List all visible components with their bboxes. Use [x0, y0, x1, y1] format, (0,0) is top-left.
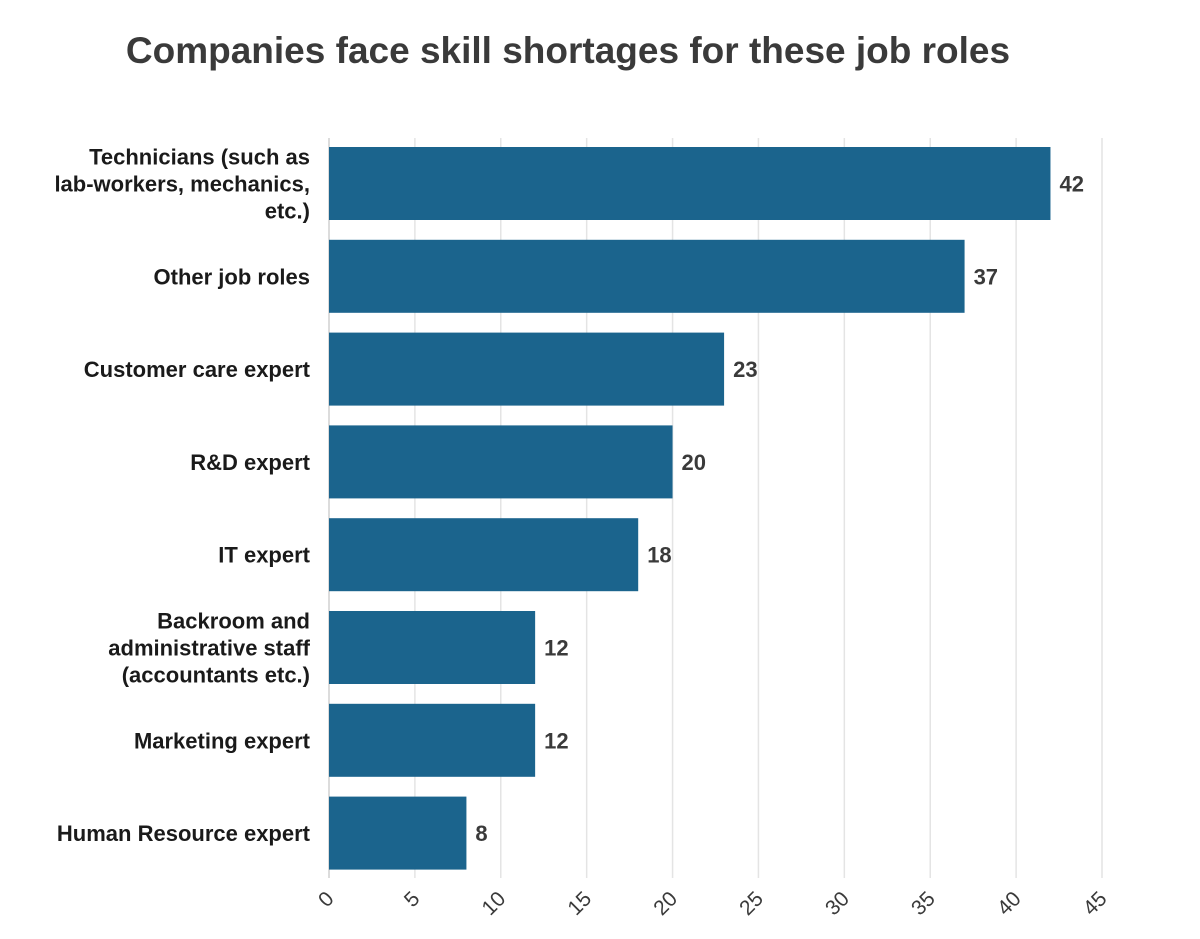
bars	[329, 147, 1051, 870]
category-label: IT expert	[218, 543, 310, 568]
x-tick-label: 40	[993, 887, 1026, 920]
value-label: 12	[544, 728, 568, 753]
category-label: Marketing expert	[134, 728, 311, 753]
bar	[329, 796, 467, 870]
category-label-line: Technicians (such as	[89, 145, 310, 170]
value-label: 20	[682, 450, 706, 475]
category-label-line: Backroom and	[157, 609, 310, 634]
x-tick-label: 25	[735, 887, 768, 920]
x-tick-label: 20	[649, 887, 682, 920]
category-label-line: lab-workers, mechanics,	[54, 172, 310, 197]
bar	[329, 332, 725, 406]
x-tick-label: 35	[907, 887, 940, 920]
category-label-line: Customer care expert	[84, 357, 311, 382]
category-label-line: Marketing expert	[134, 728, 311, 753]
bar	[329, 611, 536, 684]
bar	[329, 518, 639, 592]
chart-title: Companies face skill shortages for these…	[125, 30, 1011, 71]
x-tick-label: 10	[478, 887, 511, 920]
value-label: 37	[974, 264, 998, 289]
category-label-line: (accountants etc.)	[122, 663, 310, 688]
bar	[329, 703, 536, 777]
value-label: 18	[647, 543, 671, 568]
category-labels: Technicians (such as lab-workers, mechani…	[54, 145, 310, 847]
x-tick-label: 5	[400, 887, 425, 912]
bar	[329, 147, 1051, 220]
category-label-line: IT expert	[218, 543, 310, 568]
category-label-line: Human Resource expert	[57, 821, 311, 846]
value-labels: 42 37 23 20 18 12 12 8	[475, 172, 1084, 847]
value-label: 12	[544, 636, 568, 661]
x-tick-label: 15	[563, 887, 596, 920]
x-tick-label: 30	[821, 887, 854, 920]
value-label: 23	[733, 357, 757, 382]
category-label-line: etc.)	[265, 199, 310, 224]
category-label: Backroom and administrative staff (account…	[108, 609, 310, 688]
value-label: 8	[475, 821, 487, 846]
x-tick-label: 45	[1079, 887, 1112, 920]
category-label: Human Resource expert	[57, 821, 311, 846]
x-axis-ticks: 0 5 10 15 20 25 30 35 40 45	[314, 887, 1112, 920]
category-label-line: Other job roles	[154, 264, 310, 289]
category-label-line: administrative staff	[108, 636, 310, 661]
category-label: Other job roles	[154, 264, 310, 289]
bar	[329, 239, 965, 313]
category-label: Technicians (such as lab-workers, mechani…	[54, 145, 310, 224]
bar	[329, 425, 673, 499]
value-label: 42	[1059, 172, 1083, 197]
x-tick-label: 0	[314, 887, 339, 912]
category-label: Customer care expert	[84, 357, 311, 382]
category-label-line: R&D expert	[190, 450, 310, 475]
category-label: R&D expert	[190, 450, 310, 475]
